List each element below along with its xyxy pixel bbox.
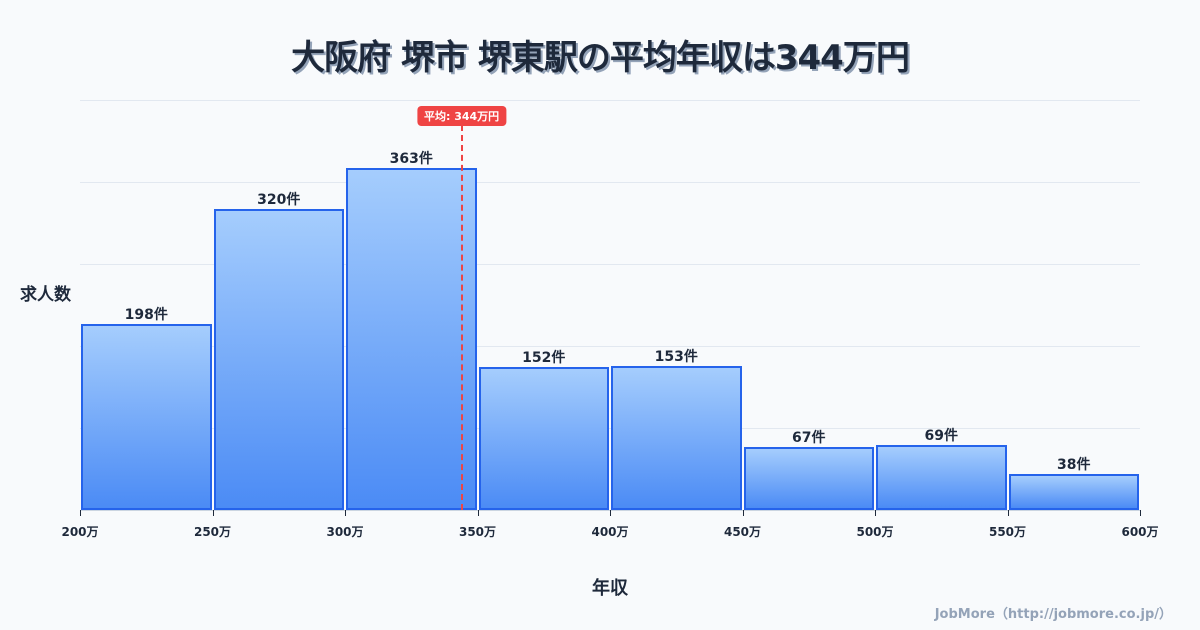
average-badge: 平均: 344万円 [416,106,507,126]
credit-text: JobMore（http://jobmore.co.jp/） [934,607,1172,622]
histogram-bar: 320件 [213,192,344,510]
x-tick [1140,510,1141,516]
histogram-bar: 153件 [611,349,742,510]
histogram-bar: 69件 [876,428,1007,510]
x-tick-label: 450万 [723,525,762,539]
histogram-bar: 198件 [81,307,212,510]
x-tick-label: 350万 [458,525,497,539]
x-tick [742,510,744,516]
bar-value-label: 153件 [654,349,698,365]
x-tick [212,510,214,516]
x-tick-label: 550万 [988,525,1027,539]
bar-value-label: 198件 [124,306,168,323]
x-axis-label: 年収 [592,578,628,599]
x-tick [345,510,346,516]
bar-value-label: 67件 [792,429,826,446]
gridline [80,182,1140,183]
histogram-bar: 38件 [1008,457,1139,510]
bar-value-label: 320件 [257,191,301,208]
x-tick [80,510,81,516]
histogram-bar: 67件 [743,430,874,510]
plot-area: 198件 320件 363件 152件 153件 67件 69件 38件 [80,100,1140,510]
histogram-bar: 363件 [346,151,477,510]
bar-value-label: 152件 [522,349,566,366]
bar-value-label: 363件 [389,151,433,168]
x-tick-label: 600万 [1121,525,1159,539]
gridline [80,100,1140,101]
x-tick [477,510,479,516]
gridline [80,346,1140,347]
x-tick-label: 200万 [61,525,99,539]
x-tick-label: 500万 [856,525,894,539]
bar-value-label: 69件 [924,428,958,445]
y-axis-label: 求人数 [20,285,71,305]
x-tick-label: 300万 [326,525,364,539]
x-tick-label: 400万 [591,525,629,539]
x-tick-label: 250万 [193,525,232,539]
average-line [460,125,463,510]
bar-value-label: 38件 [1057,457,1091,474]
histogram-bar: 152件 [478,350,609,510]
chart-title: 大阪府 堺市 堺東駅の平均年収は344万円 [291,38,910,78]
x-tick [610,510,611,516]
x-tick [1007,510,1009,516]
gridline [80,428,1140,429]
x-tick [875,510,876,516]
gridline [80,264,1140,265]
